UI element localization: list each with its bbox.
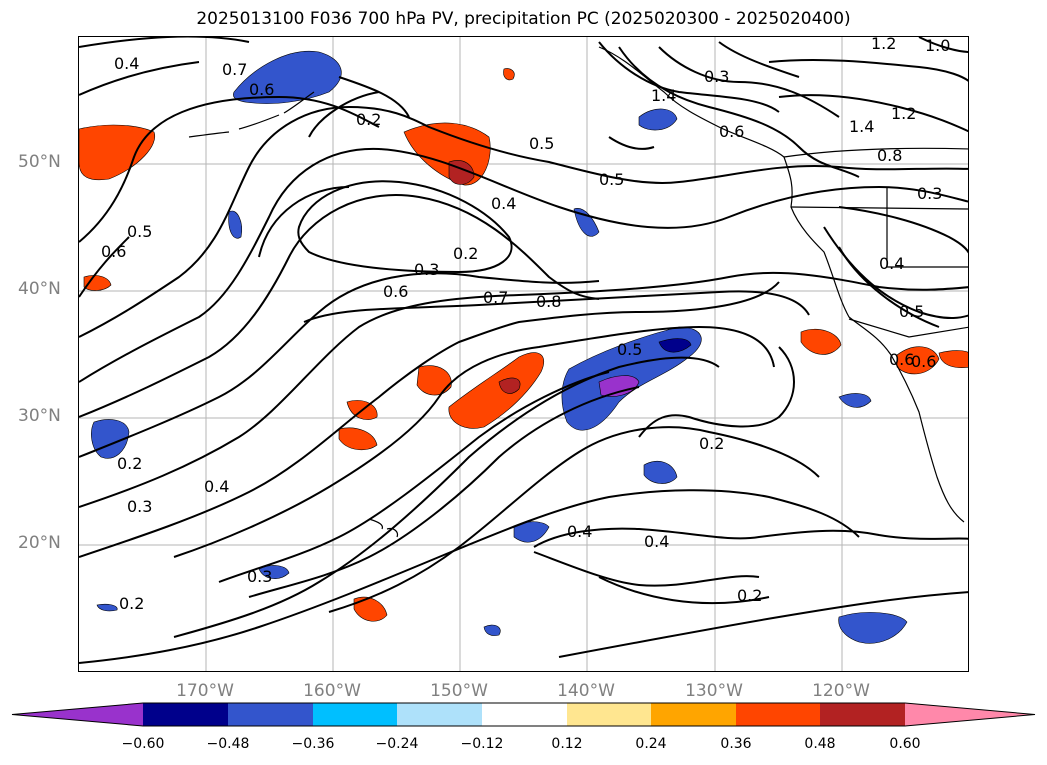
contour-label: 0.6 [383, 282, 408, 301]
contour-label: 0.8 [877, 146, 902, 165]
lon-label-120w: 120°W [812, 681, 870, 701]
contour-label: 0.4 [491, 194, 516, 213]
lat-label-30n: 30°N [18, 406, 61, 426]
contour-label: 1.4 [651, 86, 676, 105]
colorbar-tick: 0.36 [720, 736, 752, 752]
contour-label: 0.4 [567, 522, 592, 541]
contour-label: 0.2 [117, 454, 142, 473]
contour-label: 0.6 [249, 80, 274, 99]
pv-contours [79, 37, 968, 664]
contour-label: 1.2 [871, 37, 896, 53]
contour-label: 0.7 [222, 60, 247, 79]
contour-label: 0.6 [889, 350, 914, 369]
colorbar-tick: −0.24 [375, 736, 419, 752]
colorbar [11, 702, 1036, 727]
contour-label: 0.6 [911, 352, 936, 371]
colorbar-tick: 0.12 [551, 736, 583, 752]
contour-label: 1.2 [891, 104, 916, 123]
colorbar-outline [11, 702, 1036, 727]
colorbar-segment [482, 703, 567, 726]
lon-label-170w: 170°W [176, 681, 234, 701]
lat-label-40n: 40°N [18, 279, 61, 299]
colorbar-tick: −0.36 [291, 736, 335, 752]
colorbar-segment [820, 703, 905, 726]
contour-label: 0.4 [644, 532, 669, 551]
contour-label: 0.2 [737, 586, 762, 605]
contour-label: 0.6 [719, 122, 744, 141]
map-title: 2025013100 F036 700 hPa PV, precipitatio… [196, 9, 851, 29]
contour-label: 0.5 [529, 134, 554, 153]
contour-label: 0.2 [119, 594, 144, 613]
contour-label: 0.2 [453, 244, 478, 263]
contour-label: 0.4 [879, 254, 904, 273]
colorbar-tick: 0.48 [804, 736, 836, 752]
colorbar-segment [397, 703, 482, 726]
lon-label-140w: 140°W [557, 681, 615, 701]
contour-label: 0.3 [917, 184, 942, 203]
map-panel: 0.4 0.7 0.6 0.2 0.5 0.5 0.4 0.2 0.3 0.6 … [78, 36, 969, 672]
contour-label: 1.4 [849, 117, 874, 136]
colorbar-tick: −0.60 [121, 736, 165, 752]
colorbar-extend-high [905, 703, 1035, 726]
colorbar-segment [228, 703, 313, 726]
contour-label: 0.5 [599, 170, 624, 189]
precip-negative-areas [91, 50, 908, 644]
colorbar-tick: 0.60 [889, 736, 921, 752]
contour-label: 0.3 [247, 567, 272, 586]
coastlines [188, 46, 968, 538]
colorbar-segment [313, 703, 397, 726]
contour-label: 0.3 [414, 260, 439, 279]
colorbar-extend-low [12, 703, 143, 726]
colorbar-segment [567, 703, 651, 726]
contour-label: 1.0 [925, 37, 950, 55]
lat-label-50n: 50°N [18, 152, 61, 172]
pv-contour-labels: 0.4 0.7 0.6 0.2 0.5 0.5 0.4 0.2 0.3 0.6 … [101, 37, 950, 613]
colorbar-segment [651, 703, 736, 726]
contour-label: 0.3 [704, 67, 729, 86]
contour-label: 0.3 [127, 497, 152, 516]
contour-label: 0.2 [699, 434, 724, 453]
contour-label: 0.7 [483, 288, 508, 307]
contour-label: 0.2 [356, 110, 381, 129]
contour-label: 0.8 [536, 292, 561, 311]
colorbar-tick: −0.48 [206, 736, 250, 752]
contour-label: 0.5 [127, 222, 152, 241]
contour-label: 0.6 [101, 242, 126, 261]
contour-label: 0.4 [114, 54, 139, 73]
lon-label-160w: 160°W [303, 681, 361, 701]
colorbar-segment [143, 703, 228, 726]
colorbar-tick: −0.12 [460, 736, 504, 752]
lon-label-130w: 130°W [685, 681, 743, 701]
lat-label-20n: 20°N [18, 533, 61, 553]
contour-label: 0.5 [899, 302, 924, 321]
colorbar-tick: 0.24 [635, 736, 667, 752]
map-canvas: 0.4 0.7 0.6 0.2 0.5 0.5 0.4 0.2 0.3 0.6 … [79, 37, 968, 671]
contour-label: 0.4 [204, 477, 229, 496]
precip-positive-areas [79, 68, 968, 622]
lon-label-150w: 150°W [430, 681, 488, 701]
colorbar-segment [736, 703, 820, 726]
contour-label: 0.5 [617, 340, 642, 359]
